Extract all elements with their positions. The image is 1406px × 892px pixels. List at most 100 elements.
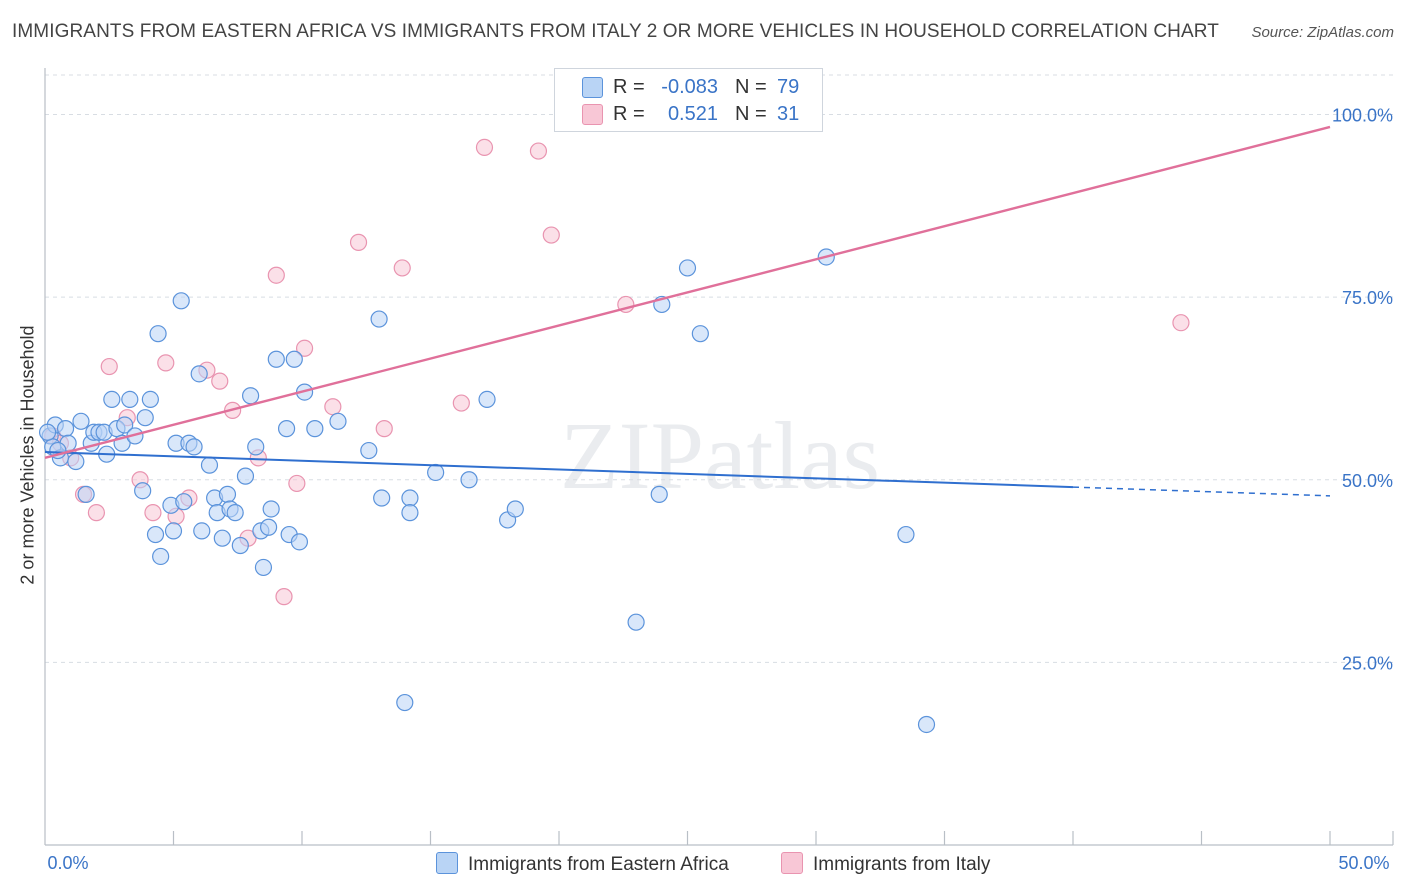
eastern-africa-point (427, 463, 445, 482)
legend-swatch-blue (582, 77, 603, 98)
eastern-africa-point (152, 547, 170, 566)
legend-label: Immigrants from Italy (813, 854, 991, 875)
eastern-africa-point (401, 504, 419, 522)
eastern-africa-point (67, 452, 85, 471)
eastern-africa-point (231, 536, 249, 555)
legend-n-label: N = (735, 76, 767, 98)
italy-point (288, 474, 306, 493)
eastern-africa-point (277, 420, 296, 438)
italy-point (475, 138, 494, 156)
italy-point (452, 394, 470, 412)
legend-r-label: R = (613, 103, 645, 125)
eastern-africa-point (396, 693, 414, 712)
eastern-africa-point (691, 325, 709, 343)
chart-title: IMMIGRANTS FROM EASTERN AFRICA VS IMMIGR… (12, 21, 1219, 42)
correlation-legend: R = -0.083 N = 79 R = 0.521 N = 31 (554, 68, 823, 132)
eastern-africa-point (650, 485, 668, 503)
y-axis-title: 2 or more Vehicles in Household (17, 325, 38, 585)
eastern-africa-point (370, 310, 388, 328)
eastern-africa-point (242, 387, 260, 405)
eastern-africa-point (190, 365, 208, 383)
eastern-africa-point (185, 438, 203, 456)
eastern-africa-point (460, 471, 478, 489)
eastern-africa-point (38, 423, 57, 441)
eastern-africa-point (373, 489, 391, 507)
eastern-africa-point (134, 482, 152, 500)
legend-item-eastern-africa: Immigrants from Eastern Africa (436, 852, 729, 876)
eastern-africa-point (72, 412, 90, 430)
italy-point (349, 233, 368, 251)
eastern-africa-point (262, 500, 280, 518)
legend-item-italy: Immigrants from Italy (781, 852, 990, 876)
legend-n-label: N = (735, 103, 767, 125)
y-tick-label: 75.0% (1342, 288, 1393, 308)
y-tick-labels: 25.0% 50.0% 75.0% 100.0% (1332, 106, 1393, 674)
eastern-africa-point (141, 390, 159, 409)
eastern-africa-point (149, 325, 167, 343)
eastern-africa-point (917, 715, 936, 734)
eastern-africa-trend-extension (1072, 486, 1331, 497)
eastern-africa-point (259, 518, 278, 536)
legend-r-label: R = (613, 76, 645, 98)
eastern-africa-point (213, 529, 231, 547)
italy-point (375, 420, 393, 438)
eastern-africa-point (401, 489, 419, 507)
legend-label: Immigrants from Eastern Africa (468, 854, 729, 875)
eastern-africa-point (175, 493, 193, 511)
italy-trend-line (44, 125, 1331, 460)
italy-point (542, 226, 560, 244)
eastern-africa-point (200, 456, 219, 474)
eastern-africa-point (164, 522, 183, 540)
legend-n-value: 79 (777, 76, 800, 98)
eastern-africa-point (146, 525, 165, 544)
trend-lines (44, 125, 1331, 497)
eastern-africa-point (478, 390, 496, 409)
y-tick-label: 25.0% (1342, 653, 1393, 673)
x-tick-label-min: 0.0% (47, 853, 88, 873)
eastern-africa-point (254, 558, 273, 577)
eastern-africa-point (247, 438, 265, 456)
eastern-africa-point (897, 525, 915, 544)
eastern-africa-point (267, 350, 285, 368)
eastern-africa-point (285, 350, 303, 368)
eastern-africa-point (103, 390, 121, 409)
italy-point (144, 504, 162, 522)
italy-point (157, 354, 175, 372)
y-tick-label: 100.0% (1332, 106, 1393, 126)
italy-point (1172, 314, 1190, 332)
eastern-africa-point (329, 412, 347, 430)
italy-point (275, 588, 293, 606)
eastern-africa-point (360, 441, 378, 460)
axes (44, 68, 1394, 846)
italy-point (324, 398, 342, 416)
eastern-africa-point (116, 416, 134, 434)
italy-point (100, 357, 118, 376)
eastern-africa-point (172, 292, 190, 310)
legend-swatch-pink (781, 852, 803, 874)
legend-swatch-blue (436, 852, 458, 874)
italy-point (295, 339, 314, 357)
x-tick-label-max: 50.0% (1338, 853, 1389, 873)
italy-point (393, 259, 411, 277)
eastern-africa-point (218, 485, 237, 503)
eastern-africa-point (306, 420, 324, 438)
legend-swatch-pink (582, 104, 603, 125)
eastern-africa-point (506, 500, 524, 518)
eastern-africa-point (226, 504, 244, 522)
eastern-africa-point (678, 259, 697, 277)
eastern-africa-point (121, 390, 139, 409)
italy-point (267, 266, 285, 284)
watermark: ZIPatlas (560, 402, 880, 509)
legend-r-value: -0.083 (661, 76, 718, 98)
eastern-africa-point (627, 613, 645, 631)
eastern-africa-point (236, 467, 255, 485)
eastern-africa-point (56, 420, 75, 438)
data-points (38, 138, 1190, 734)
italy-point (529, 142, 548, 160)
eastern-africa-trend-line (44, 451, 1074, 489)
eastern-africa-point (193, 522, 211, 540)
eastern-africa-point (77, 485, 95, 503)
legend-r-value: 0.521 (667, 103, 718, 125)
italy-point (211, 372, 229, 390)
